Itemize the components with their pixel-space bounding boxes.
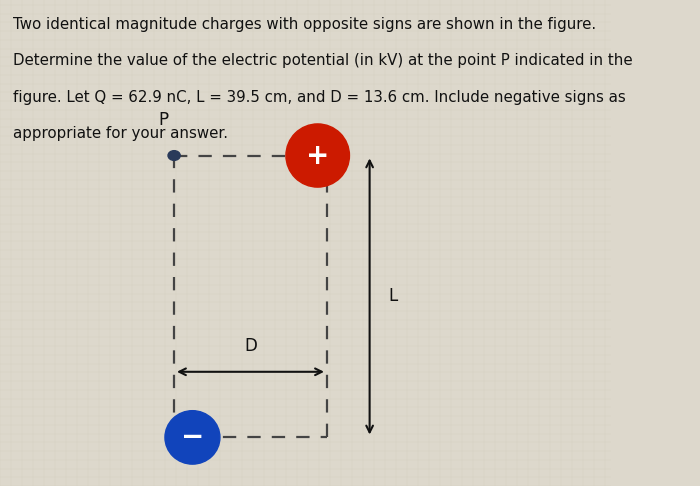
Text: +: +	[306, 141, 330, 170]
Text: figure. Let Q = 62.9 nC, L = 39.5 cm, and D = 13.6 cm. Include negative signs as: figure. Let Q = 62.9 nC, L = 39.5 cm, an…	[13, 90, 626, 105]
Text: appropriate for your answer.: appropriate for your answer.	[13, 126, 228, 141]
Text: −: −	[181, 423, 204, 451]
Text: P: P	[159, 111, 169, 129]
Text: L: L	[388, 287, 397, 306]
Text: D: D	[244, 337, 257, 355]
Ellipse shape	[286, 124, 349, 187]
Circle shape	[168, 151, 180, 160]
Text: Two identical magnitude charges with opposite signs are shown in the figure.: Two identical magnitude charges with opp…	[13, 17, 596, 32]
Ellipse shape	[165, 411, 220, 464]
Text: Determine the value of the electric potential (in kV) at the point P indicated i: Determine the value of the electric pote…	[13, 53, 633, 69]
